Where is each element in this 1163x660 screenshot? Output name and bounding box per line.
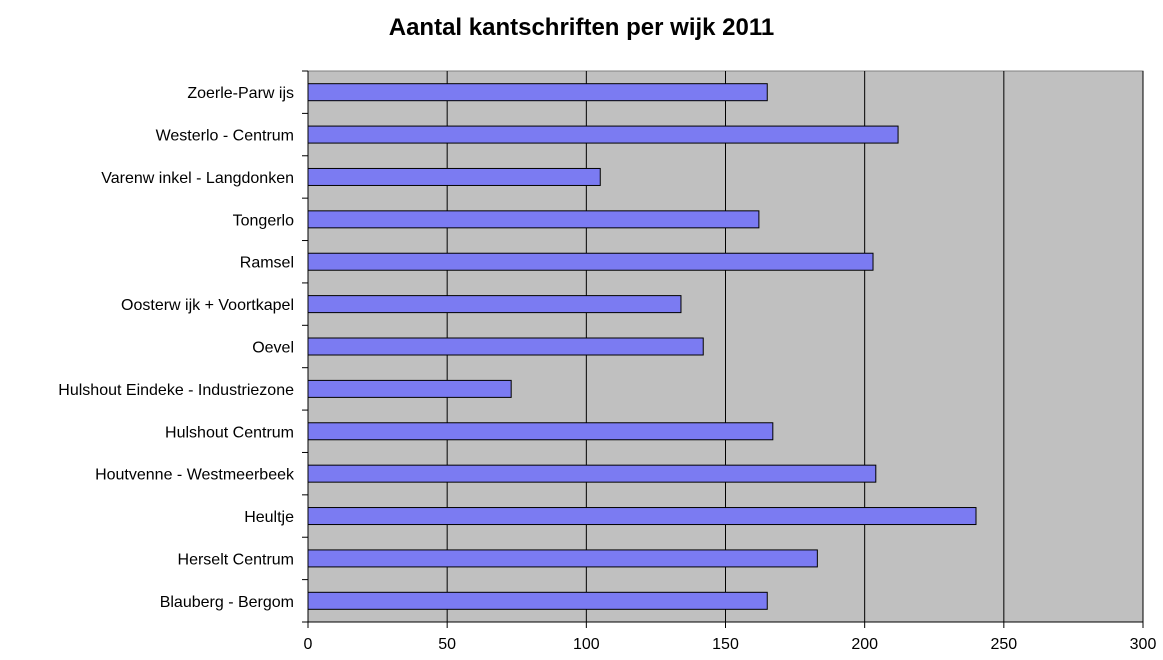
category-label: Houtvenne - Westmeerbeek bbox=[95, 467, 295, 484]
bar bbox=[307, 379, 512, 398]
x-tick-label: 150 bbox=[712, 636, 739, 653]
category-label: Oosterw ijk + Voortkapel bbox=[121, 297, 294, 314]
bar bbox=[307, 210, 760, 229]
bar bbox=[307, 422, 774, 441]
bar bbox=[307, 549, 818, 568]
x-tick-label: 0 bbox=[304, 636, 313, 653]
bar bbox=[307, 507, 977, 526]
category-label: Herselt Centrum bbox=[178, 551, 294, 568]
category-label: Heultje bbox=[244, 509, 294, 526]
category-label: Hulshout Eindeke - Industriezone bbox=[58, 382, 294, 399]
bar bbox=[307, 337, 704, 356]
x-tick-label: 250 bbox=[990, 636, 1017, 653]
category-label: Hulshout Centrum bbox=[165, 424, 294, 441]
x-tick-label: 300 bbox=[1130, 636, 1157, 653]
x-tick-label: 50 bbox=[438, 636, 456, 653]
bar bbox=[307, 125, 899, 144]
category-label: Westerlo - Centrum bbox=[156, 128, 294, 145]
bar bbox=[307, 167, 601, 186]
x-tick-label: 100 bbox=[573, 636, 600, 653]
category-label: Blauberg - Bergom bbox=[160, 594, 294, 611]
category-label: Tongerlo bbox=[233, 212, 294, 229]
category-label: Ramsel bbox=[240, 255, 294, 272]
x-tick-label: 200 bbox=[851, 636, 878, 653]
bar bbox=[307, 464, 877, 483]
bar bbox=[307, 252, 874, 271]
bar bbox=[307, 295, 682, 314]
category-label: Zoerle-Parw ijs bbox=[187, 85, 294, 102]
category-label: Oevel bbox=[252, 340, 294, 357]
category-label: Varenw inkel - Langdonken bbox=[101, 170, 294, 187]
bar bbox=[307, 83, 768, 102]
bar bbox=[307, 591, 768, 610]
chart-title: Aantal kantschriften per wijk 2011 bbox=[388, 14, 775, 41]
